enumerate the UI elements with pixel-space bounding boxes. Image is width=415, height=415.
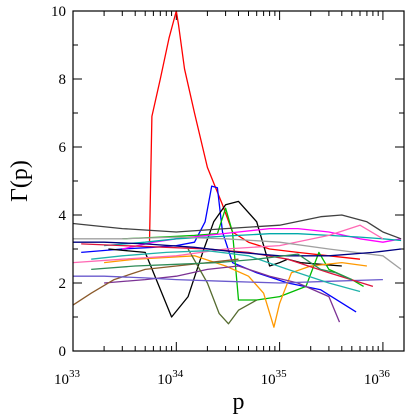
series-line-10: [72, 214, 402, 240]
series-line-18: [91, 253, 353, 281]
series-line-13: [73, 236, 402, 270]
x-tick-labels: 1033 1034 1035 1036: [54, 368, 390, 388]
y-tick-label: 6: [59, 140, 67, 156]
x-tick-label: 1033: [54, 368, 81, 388]
series-line-1: [148, 10, 361, 260]
y-axis-label: Γ(p): [7, 160, 33, 202]
series-layer: [72, 10, 402, 328]
series-line-6: [104, 233, 402, 247]
x-tick-label: 1035: [261, 368, 288, 388]
y-tick-label: 2: [59, 276, 67, 292]
series-line-7: [104, 255, 367, 328]
series-line-4: [122, 207, 364, 301]
y-tick-label: 0: [59, 344, 67, 360]
series-line-17: [73, 241, 402, 257]
y-tick-label: 4: [59, 208, 67, 224]
y-tick-label: 10: [51, 4, 66, 20]
series-line-11: [187, 248, 258, 325]
x-axis-label: p: [233, 389, 245, 415]
series-line-14: [73, 275, 383, 284]
series-line-12: [72, 224, 384, 264]
series-line-15: [91, 250, 361, 293]
x-tick-label: 1036: [364, 368, 391, 388]
x-tick-label: 1034: [157, 368, 184, 388]
y-tick-label: 8: [59, 72, 67, 88]
plot-frame: [72, 10, 405, 352]
y-tick-labels: 0 2 4 6 8 10: [51, 4, 67, 360]
